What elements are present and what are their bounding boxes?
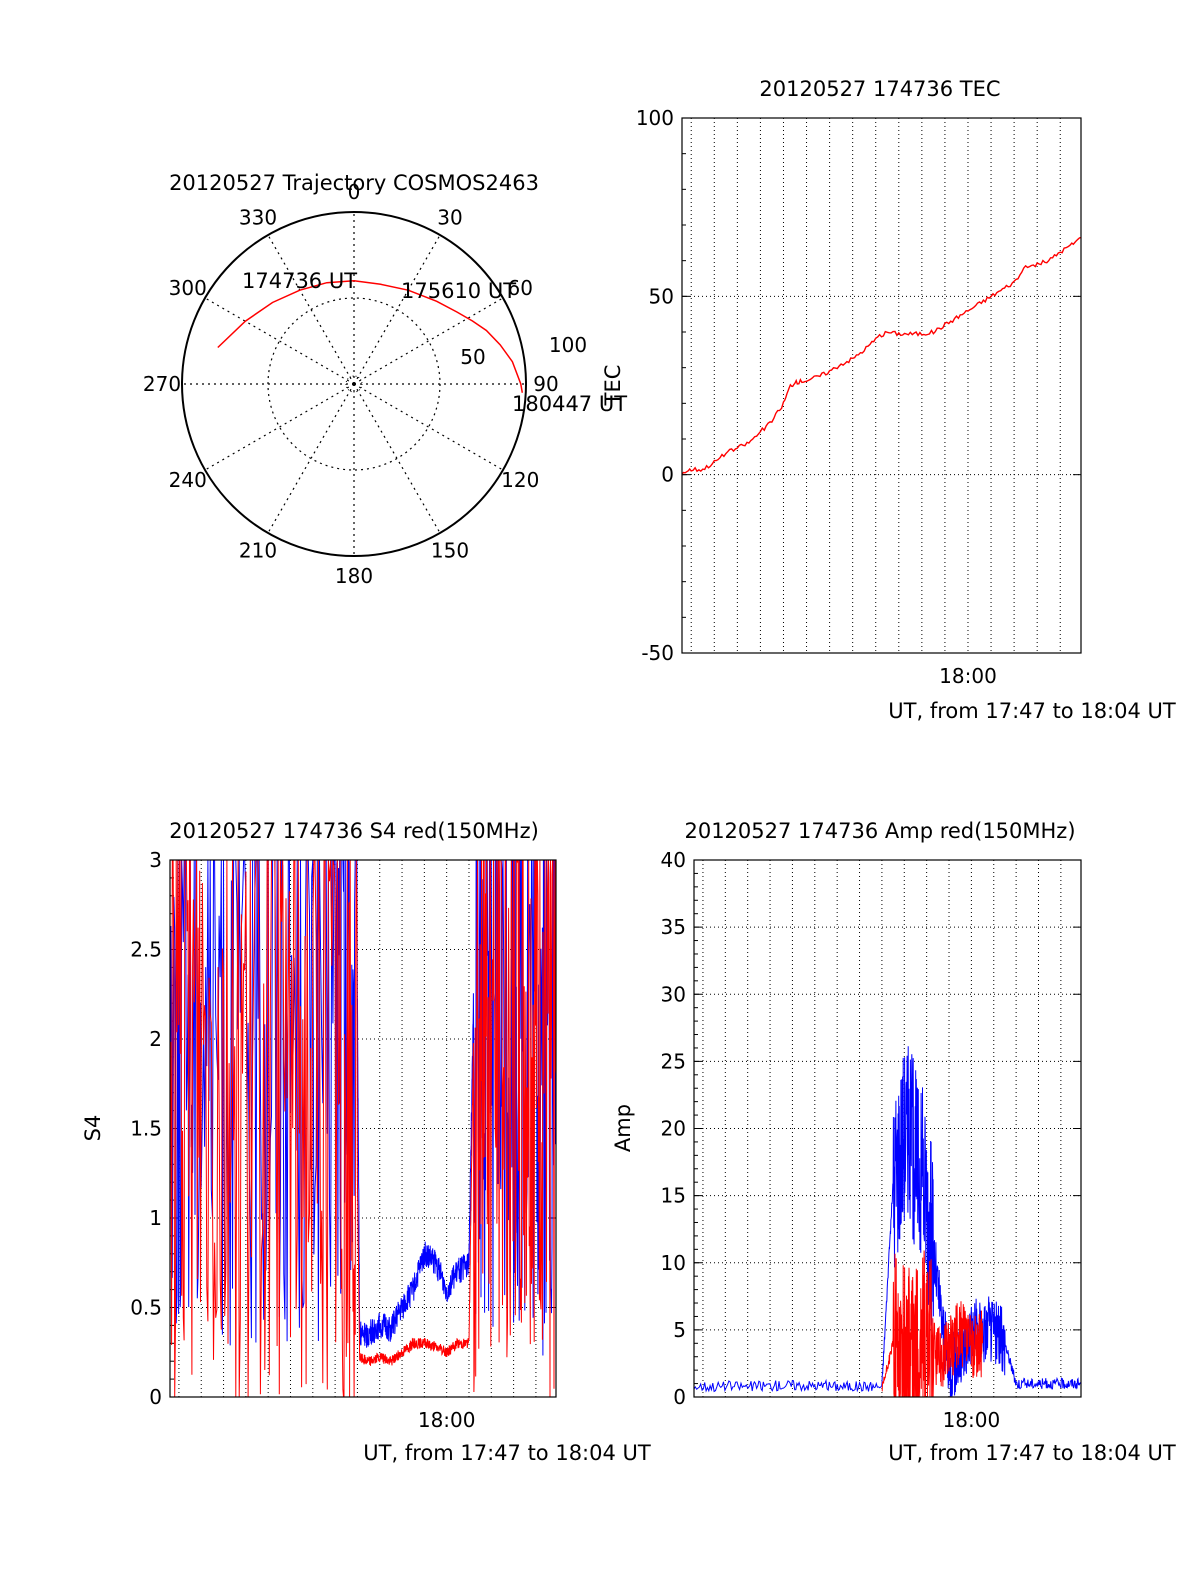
y-tick-label: 0 [661, 463, 674, 487]
y-tick-label: 35 [661, 915, 686, 939]
polar-angle-tick: 180 [335, 564, 373, 588]
y-tick-label: 100 [636, 106, 674, 130]
plot-frame [681, 117, 1082, 654]
s4-xlabel: UT, from 17:47 to 18:04 UT [363, 1441, 651, 1465]
y-tick-label: 10 [661, 1251, 686, 1275]
polar-angle-tick: 90 [533, 372, 558, 396]
trajectory-start-label: 174736 UT [242, 269, 357, 293]
s4-title: 20120527 174736 S4 red(150MHz) [169, 819, 539, 843]
polar-angle-tick: 300 [169, 276, 207, 300]
y-tick-label: 20 [661, 1117, 686, 1141]
series-1-line [682, 236, 1081, 475]
amp-title: 20120527 174736 Amp red(150MHz) [684, 819, 1075, 843]
tec-plot: 20120527 174736 TEC UT, from 17:47 to 18… [601, 77, 1176, 723]
trajectory-polar-plot: 20120527 Trajectory COSMOS2463 0 30 60 90 12… [143, 171, 627, 588]
polar-spoke [353, 383, 441, 534]
trajectory-end-label: 180447 UT [512, 392, 627, 416]
y-tick-label: -50 [641, 641, 674, 665]
amp-plot: 20120527 174736 Amp red(150MHz) UT, from… [611, 819, 1176, 1465]
polar-outer-ring [181, 211, 527, 557]
trajectory-line [217, 280, 524, 393]
trajectory-mid-label: 175610 UT [401, 279, 516, 303]
polar-angle-tick: 60 [508, 276, 533, 300]
plot-frame [693, 859, 1082, 1398]
y-tick-label: 1.5 [130, 1117, 162, 1141]
y-tick-label: 3 [149, 848, 162, 872]
polar-spoke [353, 234, 441, 385]
polar-angle-tick: 240 [169, 468, 207, 492]
y-tick-label: 0 [149, 1385, 162, 1409]
polar-angle-tick: 210 [239, 538, 277, 562]
polar-radial-tick: 100 [549, 333, 587, 357]
y-tick-label: 2 [149, 1027, 162, 1051]
y-tick-label: 5 [673, 1318, 686, 1342]
x-tick-label: 18:00 [943, 1408, 1001, 1432]
polar-title: 20120527 Trajectory COSMOS2463 [169, 171, 539, 195]
y-tick-label: 0 [673, 1385, 686, 1409]
y-tick-label: 2.5 [130, 938, 162, 962]
y-tick-label: 40 [661, 848, 686, 872]
y-tick-label: 25 [661, 1049, 686, 1073]
polar-spoke [267, 383, 355, 534]
y-tick-label: 30 [661, 982, 686, 1006]
x-tick-label: 18:00 [418, 1408, 476, 1432]
tec-ylabel: TEC [601, 365, 625, 407]
polar-angle-tick: 330 [239, 206, 277, 230]
y-tick-label: 1 [149, 1206, 162, 1230]
tec-xlabel: UT, from 17:47 to 18:04 UT [888, 699, 1176, 723]
s4-plot: 20120527 174736 S4 red(150MHz) UT, from … [81, 819, 651, 1465]
polar-radial-tick: 50 [460, 345, 485, 369]
tec-title: 20120527 174736 TEC [759, 77, 1000, 101]
polar-spoke [267, 234, 355, 385]
s4-ylabel: S4 [81, 1115, 105, 1142]
polar-angle-tick: 30 [437, 206, 462, 230]
plot-frame [169, 859, 557, 1398]
polar-spoke [204, 383, 355, 471]
amp-xlabel: UT, from 17:47 to 18:04 UT [888, 1441, 1176, 1465]
polar-spoke [204, 297, 355, 385]
y-tick-label: 15 [661, 1184, 686, 1208]
series-1-line [694, 1046, 1081, 1397]
series-2-line [881, 1250, 984, 1397]
polar-angle-tick: 150 [431, 538, 469, 562]
polar-spoke [353, 383, 504, 471]
series-2-line [170, 860, 556, 1397]
amp-ylabel: Amp [611, 1104, 635, 1152]
polar-spoke [353, 297, 504, 385]
y-tick-label: 0.5 [130, 1296, 162, 1320]
y-tick-label: 50 [649, 284, 674, 308]
polar-angle-tick: 0 [348, 180, 361, 204]
polar-angle-tick: 120 [501, 468, 539, 492]
x-tick-label: 18:00 [939, 664, 997, 688]
polar-angle-tick: 270 [143, 372, 181, 396]
